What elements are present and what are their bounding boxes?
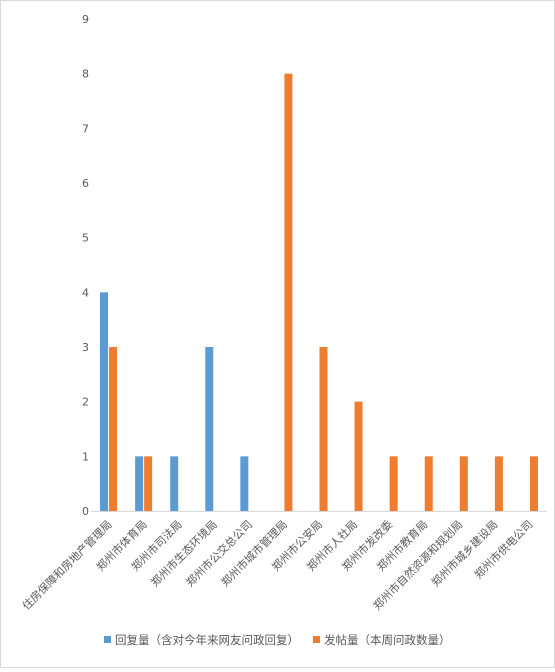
y-axis: 0 1 2 3 4 5 6 7 8 9 bbox=[82, 13, 89, 518]
bars bbox=[100, 73, 538, 512]
bar-post-7 bbox=[354, 401, 363, 511]
legend-label: 发帖量（本周问政数量） bbox=[324, 633, 451, 647]
y-tick-label: 5 bbox=[82, 232, 89, 245]
bar-post-9 bbox=[424, 456, 433, 511]
bar-post-0 bbox=[109, 347, 118, 511]
bar-post-5 bbox=[284, 73, 293, 512]
y-tick-label: 4 bbox=[82, 286, 89, 299]
legend: 回复量（含对今年来网友问政回复） 发帖量（本周问政数量） bbox=[104, 633, 451, 647]
bar-post-10 bbox=[459, 456, 468, 511]
bar-reply-1 bbox=[135, 456, 144, 511]
bar-reply-0 bbox=[100, 292, 109, 511]
legend-label: 回复量（含对今年来网友问政回复） bbox=[115, 633, 299, 647]
legend-swatch bbox=[313, 636, 320, 643]
x-tick-label: 郑州市供电公司 bbox=[471, 517, 535, 581]
bar-post-8 bbox=[389, 456, 398, 511]
y-tick-label: 6 bbox=[82, 177, 89, 190]
bar-reply-4 bbox=[240, 456, 249, 511]
bar-post-1 bbox=[144, 456, 153, 511]
bar-post-12 bbox=[529, 456, 538, 511]
y-tick-label: 9 bbox=[82, 13, 89, 26]
bar-post-6 bbox=[319, 347, 328, 511]
bar-post-11 bbox=[494, 456, 503, 511]
legend-swatch bbox=[104, 636, 111, 643]
y-tick-label: 1 bbox=[82, 450, 89, 463]
y-tick-label: 3 bbox=[82, 341, 89, 354]
y-tick-label: 8 bbox=[82, 68, 89, 81]
bar-reply-3 bbox=[205, 347, 214, 511]
y-tick-label: 2 bbox=[82, 396, 89, 409]
bar-reply-2 bbox=[170, 456, 179, 511]
x-axis-labels: 住房保障和房地产管理局郑州市体育局郑州市司法局郑州市生态环境局郑州市公交总公司郑… bbox=[19, 517, 535, 612]
y-tick-label: 0 bbox=[82, 505, 89, 518]
y-tick-label: 7 bbox=[82, 122, 89, 135]
